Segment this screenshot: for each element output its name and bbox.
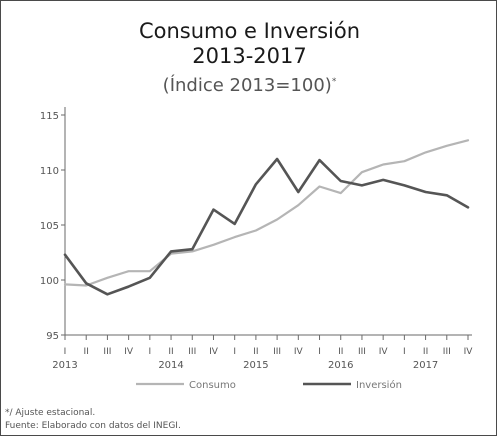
- x-tick-label: I: [149, 347, 152, 357]
- chart-subtitle-text: (Índice 2013=100): [162, 75, 332, 96]
- legend: Consumo Inversión: [136, 379, 402, 391]
- x-tick-label: II: [338, 347, 343, 357]
- x-tick-label: IV: [294, 347, 304, 357]
- series-line-consumo: [63, 139, 470, 287]
- chart-title: Consumo e Inversión: [138, 19, 361, 43]
- chart-title-period: 2013-2017: [192, 44, 307, 68]
- legend-label: Consumo: [189, 380, 236, 391]
- x-tick-label: III: [273, 347, 281, 357]
- source-note: Fuente: Elaborado con datos del INEGI.: [5, 421, 181, 431]
- y-tick-label: 110: [40, 166, 59, 177]
- x-tick-label: IV: [124, 347, 134, 357]
- x-tick-label: I: [318, 347, 321, 357]
- x-tick-label: II: [84, 347, 89, 357]
- chart-subtitle: (Índice 2013=100)*: [1, 75, 497, 96]
- x-tick-label: III: [358, 347, 366, 357]
- chart-subtitle-mark: *: [331, 77, 337, 87]
- legend-label: Inversión: [356, 379, 402, 391]
- x-tick-labels: I II III IV I II III IV I II III IV I II III IV I II III IV…: [52, 347, 473, 371]
- footnote: */ Ajuste estacional.: [5, 408, 96, 418]
- y-tick-label: 115: [40, 111, 59, 122]
- y-tick-label: 100: [40, 276, 59, 287]
- series-lines: [63, 139, 470, 296]
- y-tick-label: 95: [46, 331, 59, 342]
- y-tick-label: 105: [40, 221, 59, 232]
- x-tick-label: III: [103, 347, 111, 357]
- year-label: 2013: [52, 360, 77, 371]
- series-line-inversion: [63, 157, 470, 296]
- year-label: 2015: [243, 360, 268, 371]
- x-tick-label: II: [168, 347, 173, 357]
- axes: [61, 107, 472, 340]
- y-tick-labels: 95 100 105 110 115: [40, 111, 59, 342]
- x-tick-label: III: [188, 347, 196, 357]
- x-tick-label: II: [423, 347, 428, 357]
- x-tick-label: I: [233, 347, 236, 357]
- x-tick-label: II: [253, 347, 258, 357]
- x-tick-label: IV: [209, 347, 219, 357]
- x-tick-label: I: [64, 347, 67, 357]
- year-label: 2014: [158, 360, 183, 371]
- x-tick-label: III: [443, 347, 451, 357]
- x-tick-label: IV: [379, 347, 389, 357]
- x-tick-label: I: [403, 347, 406, 357]
- x-tick-label: IV: [464, 347, 474, 357]
- year-label: 2017: [413, 360, 438, 371]
- year-label: 2016: [328, 360, 353, 371]
